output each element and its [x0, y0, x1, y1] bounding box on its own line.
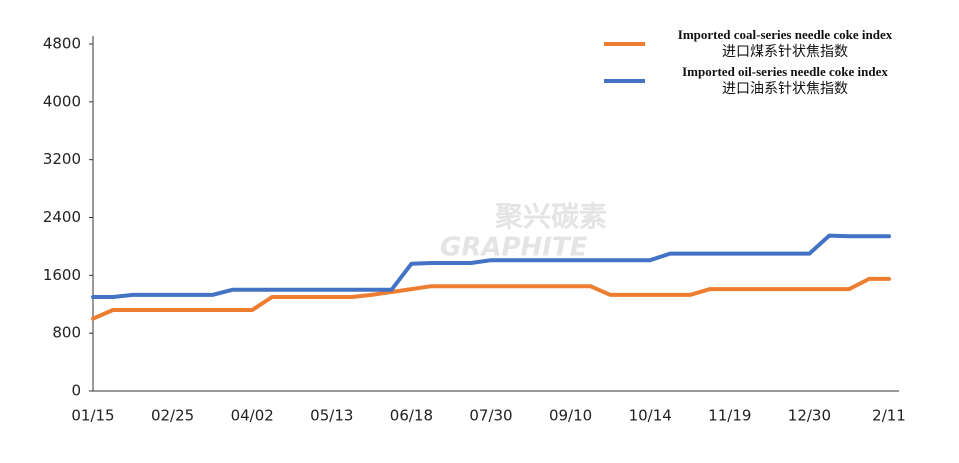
x-tick-label: 02/25 — [151, 407, 194, 425]
x-tick-label: 12/30 — [788, 407, 831, 425]
x-tick-label: 10/14 — [629, 407, 672, 425]
watermark-en: GRAPHITE — [440, 233, 588, 263]
x-tick-label: 09/10 — [549, 407, 592, 425]
legend-label-cn: 进口煤系针状焦指数 — [722, 44, 848, 60]
legend-bg — [600, 65, 925, 101]
x-tick-label: 2/11 — [872, 407, 906, 425]
x-tick-label: 01/15 — [71, 407, 114, 425]
series-line — [91, 276, 891, 321]
legend-bg — [600, 28, 925, 64]
series-line — [91, 233, 891, 299]
x-tick-label: 07/30 — [469, 407, 512, 425]
x-tick-label: 11/19 — [708, 407, 751, 425]
y-tick-label: 3200 — [43, 150, 81, 168]
x-tick-label: 05/13 — [310, 407, 353, 425]
y-tick-label: 1600 — [43, 266, 81, 284]
x-tick-label: 06/18 — [390, 407, 433, 425]
y-tick-label: 4000 — [43, 92, 81, 110]
y-tick-label: 0 — [71, 382, 81, 400]
x-tick-label: 04/02 — [231, 407, 274, 425]
legend-label-cn: 进口油系针状焦指数 — [722, 81, 848, 97]
watermark-cn: 聚兴碳素 — [494, 200, 607, 233]
y-tick-label: 4800 — [43, 35, 81, 53]
y-tick-label: 800 — [52, 324, 81, 342]
legend-label: Imported coal-series needle coke index — [678, 27, 893, 42]
legend-label: Imported oil-series needle coke index — [682, 64, 888, 79]
y-tick-label: 2400 — [43, 208, 81, 226]
